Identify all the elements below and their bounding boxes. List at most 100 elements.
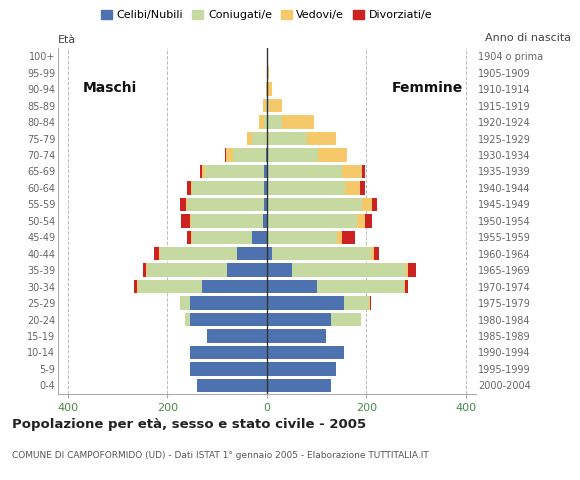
Bar	[252, 132, 267, 145]
Bar	[371, 247, 374, 261]
Bar	[267, 296, 344, 310]
Bar	[190, 296, 267, 310]
Bar	[342, 165, 362, 178]
Bar	[187, 230, 191, 244]
Bar	[202, 165, 205, 178]
Bar	[408, 264, 416, 277]
Text: Età: Età	[58, 35, 76, 45]
Bar	[268, 230, 338, 244]
Bar	[269, 99, 282, 112]
Bar	[267, 329, 327, 343]
Bar	[143, 264, 147, 277]
Bar	[192, 181, 264, 194]
Bar	[272, 247, 371, 261]
Bar	[187, 181, 191, 194]
Bar	[185, 313, 190, 326]
Bar	[263, 99, 266, 112]
Bar	[154, 247, 159, 261]
Text: Femmine: Femmine	[392, 81, 463, 95]
Bar	[406, 264, 408, 277]
Bar	[282, 115, 314, 129]
Bar	[404, 280, 408, 293]
Bar	[264, 181, 267, 194]
Bar	[190, 313, 267, 326]
Bar	[247, 132, 252, 145]
Bar	[267, 280, 317, 293]
Bar	[360, 181, 365, 194]
Bar	[267, 214, 268, 228]
Bar	[267, 66, 269, 79]
Bar	[234, 148, 266, 162]
Bar	[181, 214, 190, 228]
Bar	[344, 296, 369, 310]
Bar	[267, 115, 282, 129]
Bar	[267, 181, 268, 194]
Bar	[266, 83, 267, 96]
Bar	[263, 214, 267, 228]
Bar	[237, 247, 267, 261]
Bar	[267, 346, 344, 359]
Bar	[187, 198, 264, 211]
Bar	[259, 115, 264, 129]
Bar	[267, 99, 269, 112]
Bar	[191, 230, 192, 244]
Bar	[159, 247, 160, 261]
Bar	[362, 165, 365, 178]
Bar	[307, 132, 336, 145]
Bar	[267, 313, 331, 326]
Bar	[268, 165, 342, 178]
Bar	[342, 230, 355, 244]
Bar	[160, 247, 237, 261]
Bar	[266, 99, 267, 112]
Bar	[331, 313, 361, 326]
Bar	[267, 83, 272, 96]
Bar	[267, 198, 268, 211]
Bar	[267, 148, 268, 162]
Bar	[338, 230, 342, 244]
Bar	[268, 148, 317, 162]
Bar	[180, 296, 190, 310]
Bar	[267, 247, 272, 261]
Bar	[317, 280, 404, 293]
Bar	[268, 181, 345, 194]
Bar	[372, 198, 377, 211]
Bar	[292, 264, 406, 277]
Bar	[137, 280, 202, 293]
Bar	[267, 362, 336, 376]
Bar	[186, 198, 187, 211]
Bar	[180, 198, 186, 211]
Bar	[267, 379, 331, 392]
Bar	[192, 230, 252, 244]
Bar	[267, 132, 307, 145]
Bar	[191, 214, 263, 228]
Bar	[197, 379, 267, 392]
Bar	[252, 230, 267, 244]
Bar	[317, 148, 347, 162]
Bar	[207, 329, 267, 343]
Bar	[374, 247, 379, 261]
Bar	[205, 165, 264, 178]
Text: Popolazione per età, sesso e stato civile - 2005: Popolazione per età, sesso e stato civil…	[12, 418, 366, 431]
Bar	[202, 280, 267, 293]
Bar	[191, 181, 192, 194]
Bar	[227, 264, 267, 277]
Bar	[190, 362, 267, 376]
Bar	[264, 198, 267, 211]
Bar	[268, 214, 357, 228]
Bar	[267, 264, 292, 277]
Bar	[264, 165, 267, 178]
Bar	[268, 198, 362, 211]
Bar	[264, 115, 267, 129]
Bar	[200, 165, 202, 178]
Bar	[190, 214, 191, 228]
Bar	[136, 280, 137, 293]
Bar	[365, 214, 372, 228]
Bar	[369, 296, 371, 310]
Text: COMUNE DI CAMPOFORMIDO (UD) - Dati ISTAT 1° gennaio 2005 - Elaborazione TUTTITAL: COMUNE DI CAMPOFORMIDO (UD) - Dati ISTAT…	[12, 451, 429, 460]
Text: Maschi: Maschi	[83, 81, 137, 95]
Bar	[147, 264, 227, 277]
Bar	[225, 148, 226, 162]
Bar	[267, 230, 268, 244]
Legend: Celibi/Nubili, Coniugati/e, Vedovi/e, Divorziati/e: Celibi/Nubili, Coniugati/e, Vedovi/e, Di…	[97, 6, 437, 25]
Bar	[345, 181, 360, 194]
